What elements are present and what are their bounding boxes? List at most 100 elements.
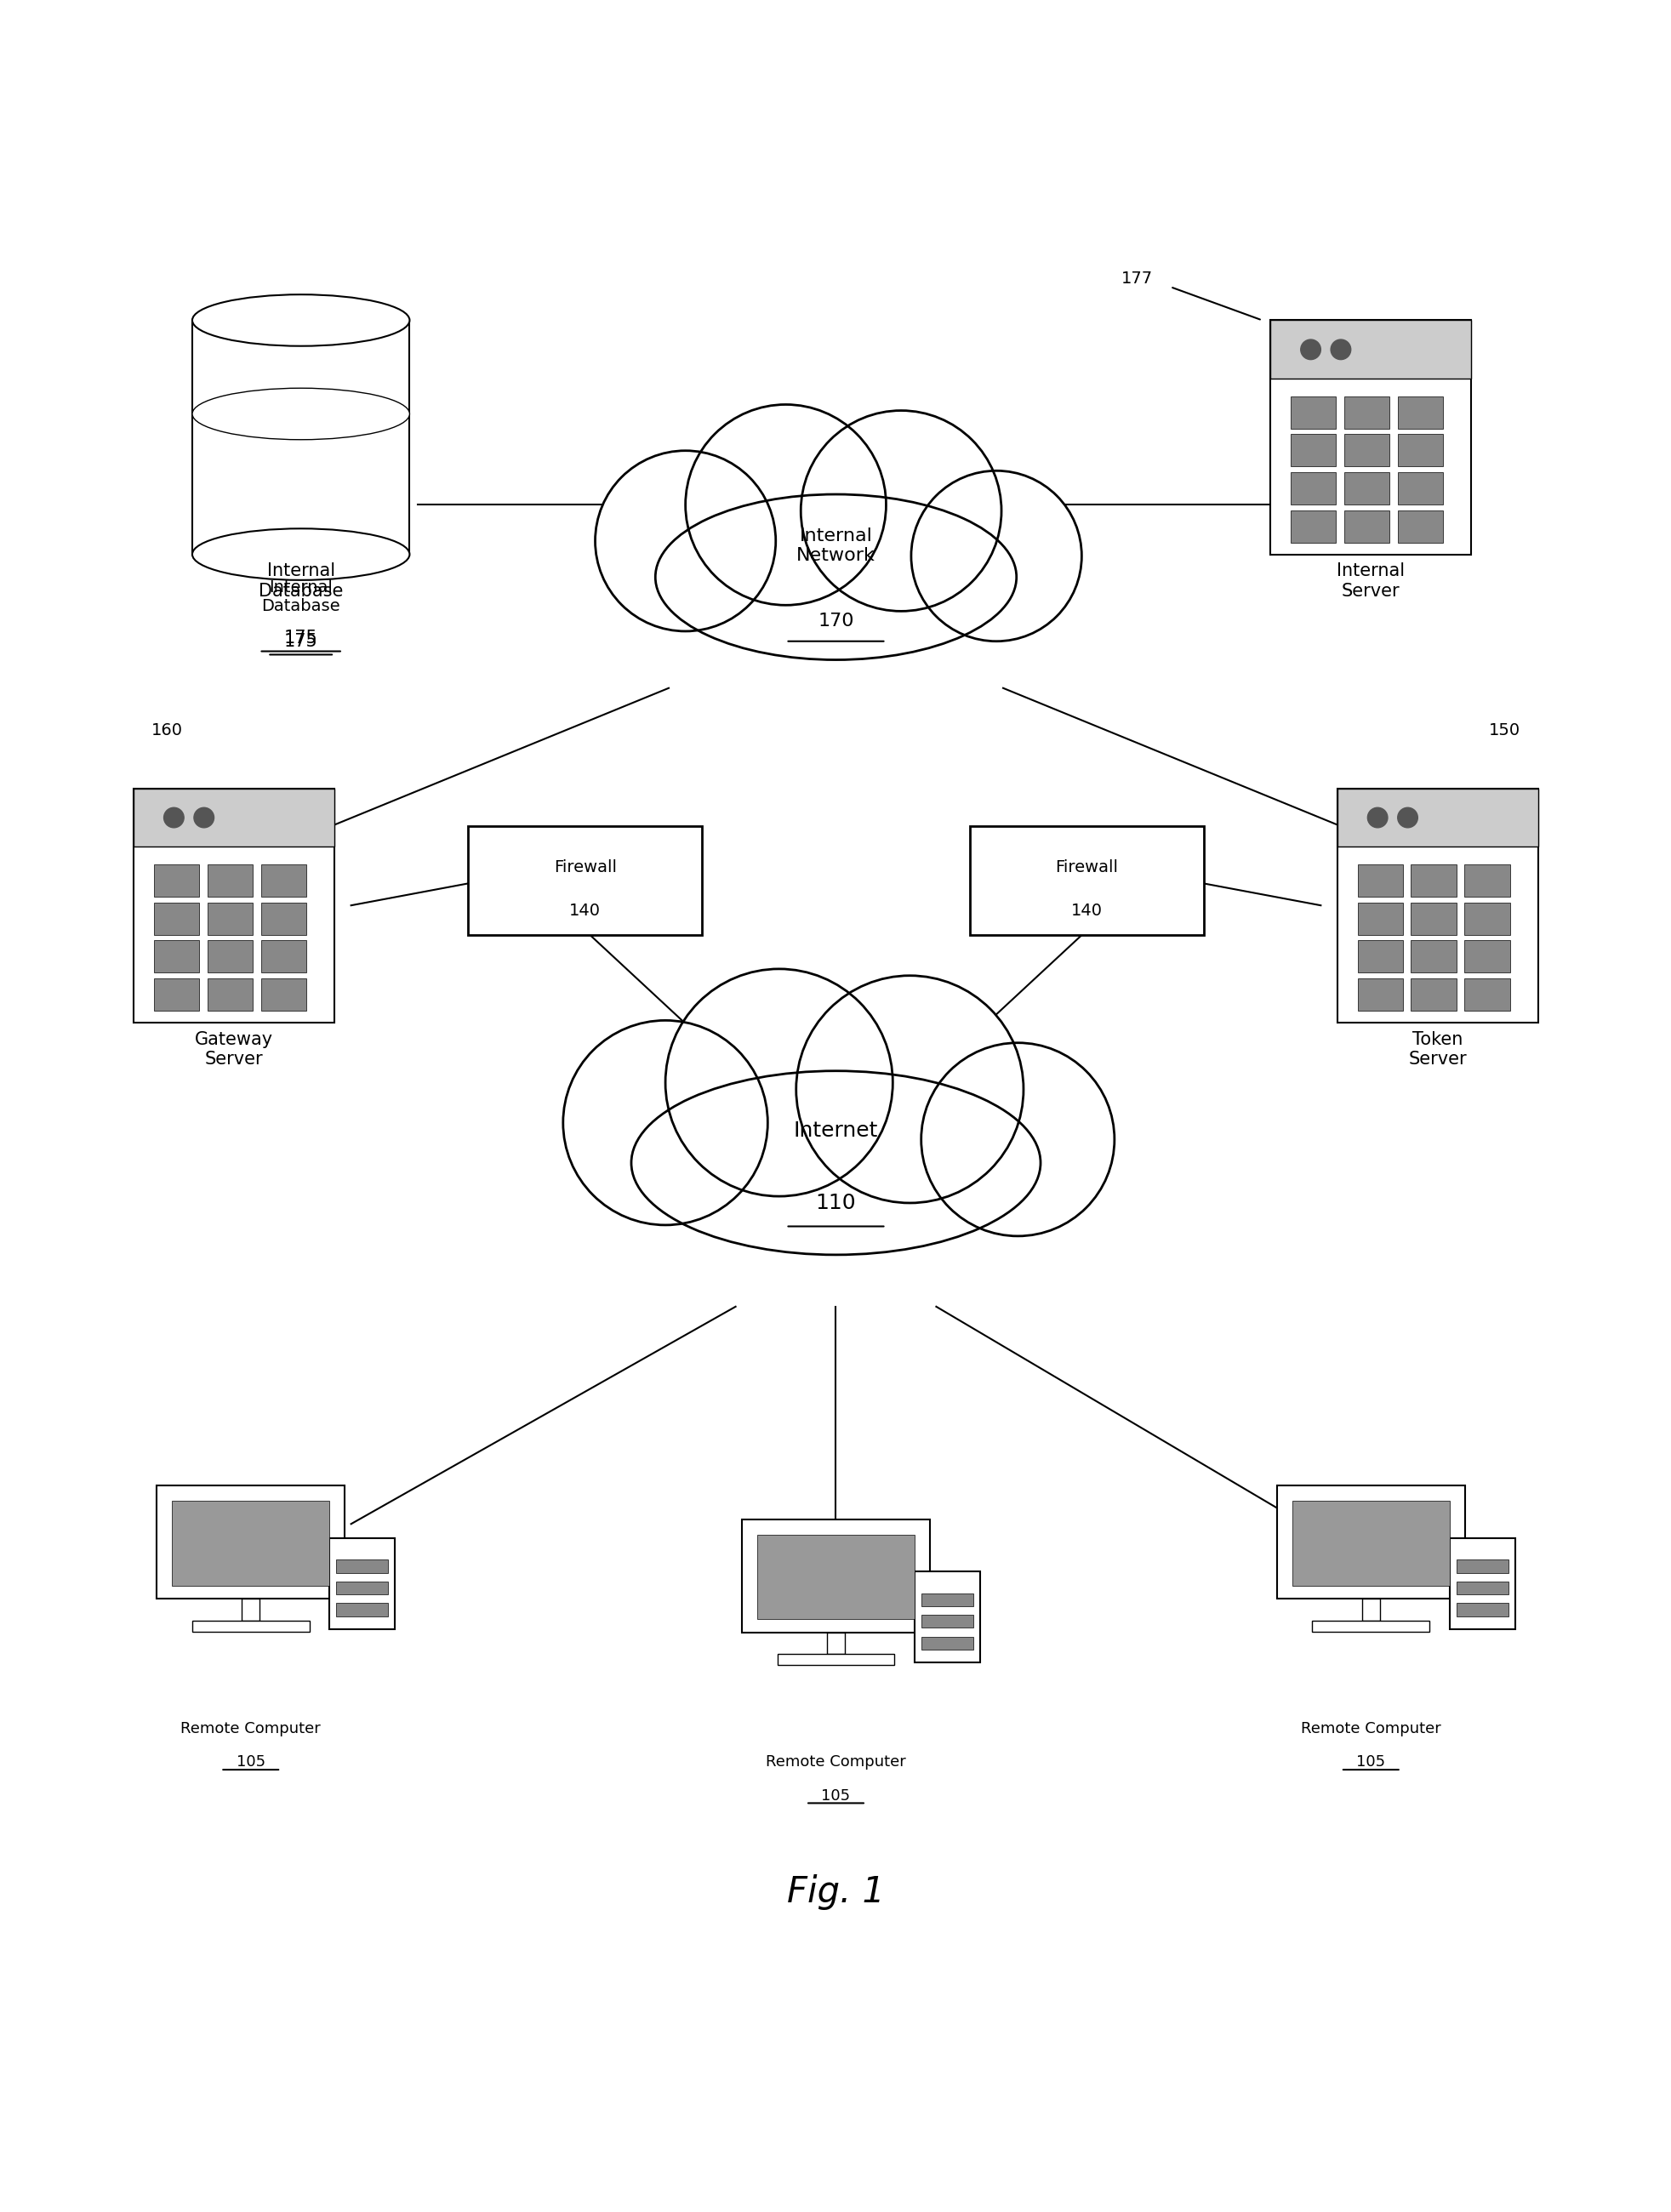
- FancyBboxPatch shape: [1410, 902, 1455, 936]
- Text: Firewall: Firewall: [1054, 858, 1118, 876]
- FancyBboxPatch shape: [154, 940, 199, 973]
- FancyBboxPatch shape: [154, 902, 199, 936]
- FancyBboxPatch shape: [134, 787, 334, 1022]
- FancyBboxPatch shape: [1290, 396, 1335, 429]
- FancyBboxPatch shape: [777, 1655, 894, 1666]
- Circle shape: [164, 807, 184, 827]
- Circle shape: [194, 807, 214, 827]
- Ellipse shape: [632, 1071, 1039, 1254]
- FancyBboxPatch shape: [192, 321, 409, 555]
- FancyBboxPatch shape: [1312, 1621, 1429, 1632]
- FancyBboxPatch shape: [1277, 1486, 1464, 1599]
- FancyBboxPatch shape: [336, 1604, 388, 1617]
- FancyBboxPatch shape: [261, 902, 306, 936]
- FancyBboxPatch shape: [1343, 396, 1389, 429]
- Text: 175: 175: [284, 630, 317, 646]
- Circle shape: [1300, 338, 1320, 361]
- Ellipse shape: [655, 493, 1016, 659]
- FancyBboxPatch shape: [1290, 434, 1335, 467]
- Text: 140: 140: [570, 902, 600, 918]
- FancyBboxPatch shape: [742, 1520, 929, 1632]
- FancyBboxPatch shape: [1290, 511, 1335, 542]
- FancyBboxPatch shape: [1337, 787, 1537, 1022]
- Text: 105: 105: [1355, 1754, 1385, 1770]
- FancyBboxPatch shape: [827, 1632, 844, 1655]
- FancyBboxPatch shape: [207, 940, 252, 973]
- FancyBboxPatch shape: [1343, 434, 1389, 467]
- FancyBboxPatch shape: [1410, 978, 1455, 1011]
- FancyBboxPatch shape: [1455, 1582, 1507, 1595]
- Circle shape: [563, 1020, 767, 1225]
- FancyBboxPatch shape: [242, 1599, 259, 1621]
- Circle shape: [1397, 807, 1417, 827]
- Text: 150: 150: [1489, 721, 1519, 739]
- FancyBboxPatch shape: [1357, 865, 1402, 896]
- FancyBboxPatch shape: [207, 902, 252, 936]
- FancyBboxPatch shape: [1357, 902, 1402, 936]
- FancyBboxPatch shape: [1455, 1604, 1507, 1617]
- Circle shape: [1367, 807, 1387, 827]
- Text: 105: 105: [236, 1754, 266, 1770]
- FancyBboxPatch shape: [1464, 902, 1509, 936]
- FancyBboxPatch shape: [261, 940, 306, 973]
- FancyBboxPatch shape: [207, 865, 252, 896]
- Text: Firewall: Firewall: [553, 858, 617, 876]
- FancyBboxPatch shape: [1410, 865, 1455, 896]
- FancyBboxPatch shape: [154, 865, 199, 896]
- Text: 177: 177: [1121, 270, 1151, 288]
- Circle shape: [595, 451, 775, 630]
- FancyBboxPatch shape: [921, 1615, 973, 1628]
- Text: Internal
Database: Internal Database: [259, 562, 343, 599]
- Text: Gateway
Server: Gateway Server: [196, 1031, 272, 1068]
- FancyBboxPatch shape: [1357, 940, 1402, 973]
- Text: Remote Computer: Remote Computer: [1300, 1721, 1440, 1736]
- Text: 160: 160: [152, 721, 182, 739]
- Text: Remote Computer: Remote Computer: [765, 1754, 906, 1770]
- FancyBboxPatch shape: [1290, 471, 1335, 504]
- Circle shape: [921, 1042, 1115, 1237]
- FancyBboxPatch shape: [329, 1537, 394, 1630]
- FancyBboxPatch shape: [468, 825, 702, 936]
- Ellipse shape: [192, 387, 409, 440]
- Text: 110: 110: [815, 1192, 856, 1212]
- FancyBboxPatch shape: [192, 1621, 309, 1632]
- Text: Internal
Server: Internal Server: [1337, 562, 1404, 599]
- FancyBboxPatch shape: [1410, 940, 1455, 973]
- Text: Internal
Network: Internal Network: [795, 529, 876, 564]
- FancyBboxPatch shape: [921, 1637, 973, 1650]
- Ellipse shape: [192, 294, 409, 345]
- Text: Fig. 1: Fig. 1: [787, 1874, 884, 1909]
- Circle shape: [911, 471, 1081, 641]
- FancyBboxPatch shape: [1397, 511, 1442, 542]
- FancyBboxPatch shape: [969, 825, 1203, 936]
- FancyBboxPatch shape: [1270, 321, 1470, 378]
- FancyBboxPatch shape: [1464, 978, 1509, 1011]
- FancyBboxPatch shape: [1455, 1559, 1507, 1573]
- Text: 170: 170: [817, 613, 854, 630]
- FancyBboxPatch shape: [261, 865, 306, 896]
- FancyBboxPatch shape: [261, 978, 306, 1011]
- FancyBboxPatch shape: [1343, 471, 1389, 504]
- Circle shape: [1330, 338, 1350, 361]
- Circle shape: [800, 411, 1001, 611]
- Circle shape: [685, 405, 886, 606]
- FancyBboxPatch shape: [1464, 865, 1509, 896]
- Text: Token
Server: Token Server: [1409, 1031, 1465, 1068]
- Ellipse shape: [192, 529, 409, 580]
- Text: 175: 175: [284, 633, 317, 650]
- FancyBboxPatch shape: [154, 978, 199, 1011]
- FancyBboxPatch shape: [1464, 940, 1509, 973]
- FancyBboxPatch shape: [1270, 321, 1470, 555]
- FancyBboxPatch shape: [921, 1593, 973, 1606]
- FancyBboxPatch shape: [1362, 1599, 1379, 1621]
- FancyBboxPatch shape: [1292, 1502, 1449, 1586]
- FancyBboxPatch shape: [1357, 978, 1402, 1011]
- FancyBboxPatch shape: [172, 1502, 329, 1586]
- FancyBboxPatch shape: [1397, 471, 1442, 504]
- Text: Internal
Database: Internal Database: [261, 580, 341, 615]
- FancyBboxPatch shape: [1397, 434, 1442, 467]
- FancyBboxPatch shape: [336, 1559, 388, 1573]
- FancyBboxPatch shape: [1343, 511, 1389, 542]
- FancyBboxPatch shape: [134, 787, 334, 847]
- Text: Remote Computer: Remote Computer: [180, 1721, 321, 1736]
